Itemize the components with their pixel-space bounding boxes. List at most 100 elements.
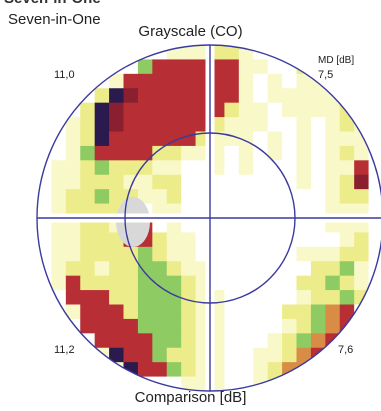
heatmap-cell	[80, 131, 96, 147]
md-value-top-left: 11,0	[54, 69, 75, 81]
heatmap-cell	[123, 318, 139, 334]
heatmap-cell	[51, 174, 67, 190]
heatmap-cell	[181, 333, 197, 349]
heatmap-cell	[94, 189, 110, 205]
heatmap-cell	[137, 73, 153, 89]
heatmap-cell	[325, 261, 341, 277]
heatmap-cell	[137, 304, 153, 320]
heatmap-cell	[166, 362, 182, 378]
heatmap-cell	[282, 145, 298, 161]
heatmap-cell	[325, 45, 341, 61]
heatmap-cell	[166, 73, 182, 89]
heatmap-cell	[267, 290, 283, 306]
heatmap-cell	[368, 88, 381, 104]
heatmap-cell	[354, 362, 370, 378]
heatmap-cell	[80, 232, 96, 248]
heatmap-cell	[267, 160, 283, 176]
heatmap-cell	[65, 246, 81, 262]
heatmap-cell	[296, 246, 312, 262]
heatmap-cell	[80, 246, 96, 262]
heatmap-cell	[94, 174, 110, 190]
heatmap-cell	[354, 318, 370, 334]
heatmap-cell	[368, 232, 381, 248]
heatmap-cell	[238, 318, 254, 334]
heatmap-cell	[80, 102, 96, 118]
heatmap-cell	[339, 232, 355, 248]
heatmap-cell	[166, 376, 182, 391]
chart-title: Grayscale (CO)	[138, 23, 243, 40]
heatmap-cell	[37, 59, 53, 75]
heatmap-cell	[368, 318, 381, 334]
heatmap-cell	[368, 333, 381, 349]
heatmap-cell	[368, 73, 381, 89]
heatmap-cell	[296, 304, 312, 320]
heatmap-cell	[310, 160, 326, 176]
heatmap-cell	[65, 189, 81, 205]
heatmap-cell	[37, 304, 53, 320]
heatmap-cell	[152, 232, 168, 248]
heatmap-cell	[181, 59, 197, 75]
heatmap-cell	[166, 261, 182, 277]
heatmap-cell	[137, 290, 153, 306]
heatmap-cell	[123, 102, 139, 118]
heatmap-cell	[224, 59, 240, 75]
heatmap-cell	[354, 246, 370, 262]
heatmap-cell	[325, 59, 341, 75]
heatmap-cell	[51, 59, 67, 75]
heatmap-cell	[166, 318, 182, 334]
heatmap-cell	[354, 102, 370, 118]
heatmap-cell	[310, 261, 326, 277]
heatmap-cell	[238, 117, 254, 133]
heatmap-cell	[137, 88, 153, 104]
heatmap-cell	[123, 304, 139, 320]
heatmap-cell	[267, 347, 283, 363]
heatmap-cell	[224, 73, 240, 89]
heatmap-cell	[224, 102, 240, 118]
heatmap-cell	[152, 117, 168, 133]
heatmap-cell	[296, 261, 312, 277]
heatmap-cell	[267, 174, 283, 190]
heatmap-cell	[181, 117, 197, 133]
heatmap-cell	[282, 318, 298, 334]
heatmap-cell	[339, 246, 355, 262]
heatmap-cell	[181, 232, 197, 248]
heatmap-cell	[224, 333, 240, 349]
heatmap-cell	[267, 102, 283, 118]
heatmap-cell	[166, 246, 182, 262]
heatmap-cell	[224, 362, 240, 378]
heatmap-cell	[166, 145, 182, 161]
heatmap-cell	[51, 160, 67, 176]
heatmap-cell	[339, 318, 355, 334]
heatmap-cell	[109, 347, 125, 363]
heatmap-cell	[152, 189, 168, 205]
heatmap-cell	[310, 145, 326, 161]
heatmap-cell	[80, 174, 96, 190]
heatmap-cell	[37, 88, 53, 104]
heatmap-cell	[238, 362, 254, 378]
heatmap-cell	[224, 232, 240, 248]
heatmap-cell	[282, 275, 298, 291]
heatmap-cell	[282, 246, 298, 262]
heatmap-cell	[37, 232, 53, 248]
heatmap-cell	[65, 88, 81, 104]
heatmap-cell	[80, 73, 96, 89]
heatmap-cell	[368, 160, 381, 176]
heatmap-cell	[152, 347, 168, 363]
heatmap-cell	[152, 362, 168, 378]
heatmap-cell	[137, 261, 153, 277]
heatmap-cell	[253, 362, 269, 378]
heatmap-cell	[152, 160, 168, 176]
heatmap-cell	[296, 376, 312, 391]
heatmap-cell	[37, 102, 53, 118]
heatmap-cell	[152, 333, 168, 349]
heatmap-cell	[253, 246, 269, 262]
heatmap-cell	[296, 145, 312, 161]
heatmap-cell	[80, 45, 96, 61]
heatmap-cell	[325, 318, 341, 334]
heatmap-cell	[296, 73, 312, 89]
heatmap-cell	[238, 145, 254, 161]
heatmap-cell	[123, 333, 139, 349]
heatmap-cell	[282, 160, 298, 176]
heatmap-cell	[94, 333, 110, 349]
